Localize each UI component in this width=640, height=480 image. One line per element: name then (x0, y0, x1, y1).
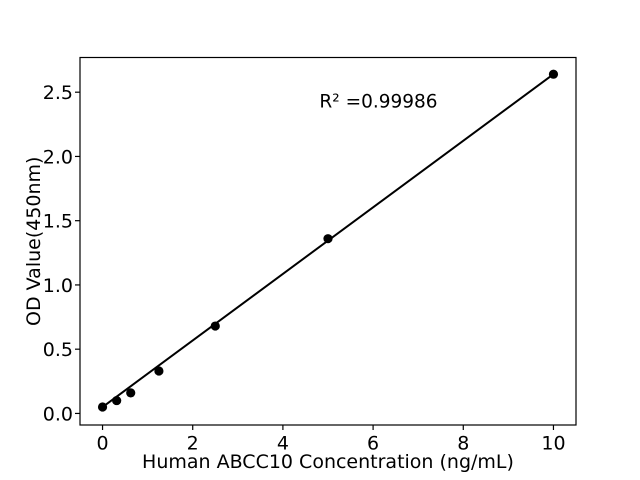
x-tick-label: 0 (96, 433, 108, 455)
data-point (112, 395, 122, 406)
y-tick-label: 2.5 (43, 82, 73, 104)
x-tick-label: 4 (277, 433, 289, 455)
data-point (97, 402, 108, 412)
data-point (210, 321, 220, 331)
data-point (548, 69, 559, 79)
y-tick-label: 1.0 (43, 275, 73, 297)
y-axis-label: OD Value(450nm) (23, 157, 45, 326)
y-tick-label: 0.5 (43, 339, 73, 361)
x-tick-label: 10 (541, 433, 565, 455)
plot-frame (79, 56, 577, 426)
data-point (154, 366, 164, 376)
data-point (323, 234, 333, 244)
x-tick-label: 8 (457, 433, 469, 455)
r-squared-annotation: R² =0.99986 (319, 92, 437, 113)
x-axis-label: Human ABCC10 Concentration (ng/mL) (142, 451, 514, 473)
y-tick-label: 1.5 (43, 211, 73, 233)
data-point (126, 388, 136, 398)
x-tick-label: 2 (187, 433, 199, 455)
x-tick-label: 6 (367, 433, 379, 455)
y-tick-label: 2.0 (43, 146, 73, 168)
y-tick-label: 0.0 (43, 403, 73, 425)
